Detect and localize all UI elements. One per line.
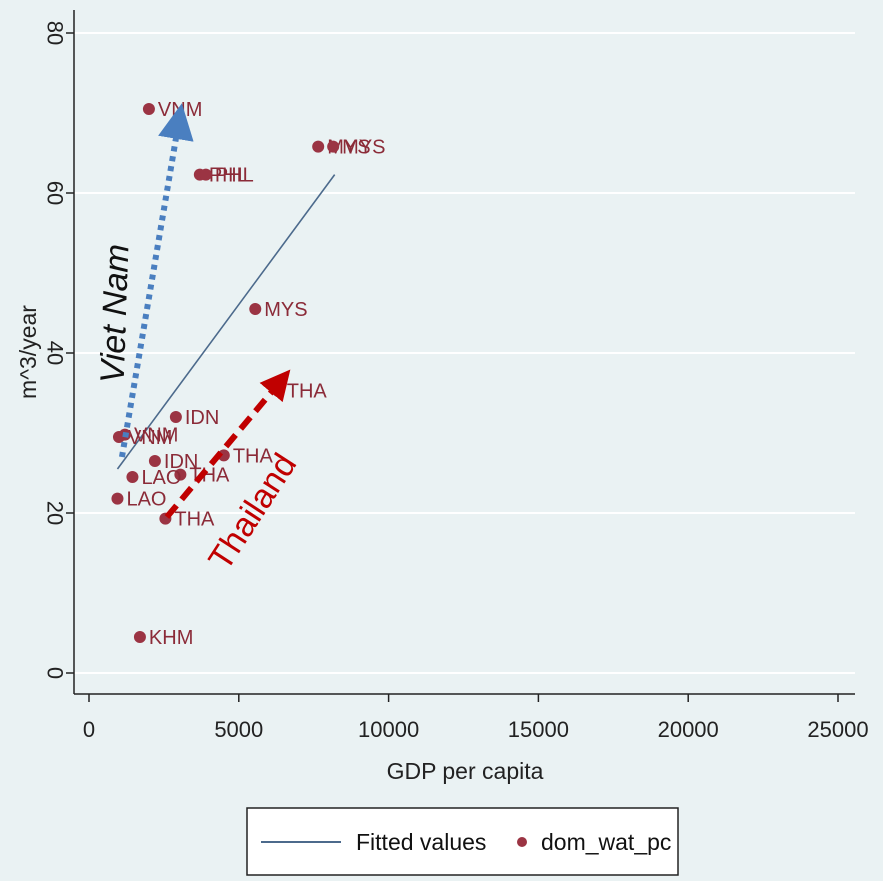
point-label: LAO — [141, 467, 181, 489]
x-tick-label: 0 — [83, 717, 95, 742]
point-label: VNM — [128, 427, 172, 449]
data-point — [169, 411, 182, 423]
legend-dot-swatch — [517, 837, 527, 847]
point-label: PHL — [209, 165, 248, 187]
legend-label-fitted: Fitted values — [356, 829, 486, 855]
point-label: THA — [189, 465, 230, 487]
data-point — [327, 140, 340, 153]
fitted-line — [116, 174, 336, 470]
data-point — [217, 449, 230, 462]
point-label: THA — [287, 381, 328, 403]
x-tick-label: 25000 — [807, 717, 868, 742]
data-point — [133, 631, 146, 643]
y-tick-label: 60 — [43, 181, 68, 205]
data-point — [126, 471, 139, 483]
x-tick-label: 20000 — [658, 717, 719, 742]
x-tick-label: 5000 — [214, 717, 263, 742]
point-label: THA — [233, 445, 274, 467]
viet-nam-arrow — [118, 103, 194, 458]
data-point — [174, 468, 187, 481]
point-label: IDN — [164, 451, 198, 473]
legend-label-dom-wat-pc: dom_wat_pc — [541, 829, 671, 855]
data-point — [142, 103, 155, 115]
x-tick-label: 10000 — [358, 717, 419, 742]
data-point — [249, 303, 262, 315]
point-label: PHL — [215, 165, 254, 187]
point-label: MYS — [342, 137, 385, 159]
legend: Fitted values dom_wat_pc — [246, 807, 679, 876]
point-label: LAO — [126, 489, 166, 511]
point-label: MYS — [327, 137, 370, 159]
y-axis-title: m^3/year — [15, 305, 41, 399]
thailand-arrow — [164, 369, 291, 519]
data-point — [312, 140, 325, 153]
data-point — [148, 455, 161, 467]
axes: 0 20 40 60 80 0 5000 10000 15000 20000 25000 — [43, 10, 869, 742]
data-point — [111, 492, 124, 505]
y-tick-label: 80 — [43, 21, 68, 45]
fitted-line-layer — [116, 174, 336, 470]
grid — [74, 32, 855, 674]
y-tick-label: 0 — [43, 667, 68, 679]
viet-nam-label: Viet Nam — [94, 243, 137, 383]
point-label: IDN — [185, 407, 219, 429]
point-label: KHM — [149, 627, 193, 649]
point-label: VNM — [134, 425, 178, 447]
x-tick-label: 15000 — [508, 717, 569, 742]
y-tick-label: 40 — [43, 341, 68, 365]
data-point — [199, 168, 212, 181]
x-axis-title: GDP per capita — [387, 758, 544, 784]
point-label: THA — [174, 509, 215, 531]
y-tick-label: 20 — [43, 501, 68, 525]
point-label: VNM — [158, 99, 202, 121]
point-label: MYS — [264, 299, 307, 321]
